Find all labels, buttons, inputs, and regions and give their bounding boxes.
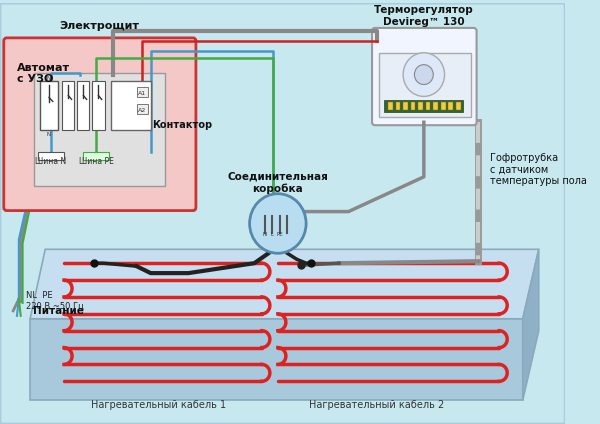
Bar — [395, 102, 400, 110]
Polygon shape — [523, 249, 539, 400]
FancyBboxPatch shape — [34, 73, 165, 186]
Text: Терморегулятор
Devireg™ 130: Терморегулятор Devireg™ 130 — [374, 6, 474, 27]
Text: L: L — [271, 232, 274, 237]
Bar — [40, 81, 58, 130]
Text: Электрощит: Электрощит — [59, 21, 139, 31]
FancyBboxPatch shape — [372, 28, 476, 125]
Bar — [62, 81, 74, 130]
Bar — [441, 102, 446, 110]
Text: N: N — [47, 75, 51, 81]
FancyBboxPatch shape — [4, 38, 196, 211]
Polygon shape — [30, 319, 523, 400]
Text: N: N — [263, 232, 267, 237]
Text: PE: PE — [277, 232, 283, 237]
Circle shape — [403, 53, 445, 96]
Bar — [388, 102, 393, 110]
Text: Автомат
с УЗО: Автомат с УЗО — [17, 63, 70, 84]
Text: A1: A1 — [138, 91, 146, 96]
Bar — [137, 104, 148, 114]
Text: Нагревательный кабель 1: Нагревательный кабель 1 — [91, 400, 226, 410]
Text: N: N — [47, 132, 51, 137]
Text: Соединительная
коробка: Соединительная коробка — [227, 171, 328, 194]
Bar — [418, 102, 423, 110]
Text: Шина PE: Шина PE — [79, 157, 113, 166]
Bar — [38, 152, 64, 160]
Polygon shape — [30, 249, 539, 319]
Text: Питание: Питание — [33, 306, 84, 316]
Text: Шина N: Шина N — [35, 157, 67, 166]
Text: NL  PE
220 В ~50 Гц: NL PE 220 В ~50 Гц — [26, 291, 84, 310]
Bar — [410, 102, 415, 110]
Bar — [426, 102, 430, 110]
Text: Контактор: Контактор — [152, 120, 213, 130]
Bar — [77, 81, 89, 130]
Bar — [83, 152, 109, 160]
Bar — [92, 81, 104, 130]
Bar — [433, 102, 438, 110]
Bar — [379, 53, 471, 117]
Bar — [137, 87, 148, 98]
Text: A2: A2 — [138, 108, 146, 113]
Circle shape — [250, 194, 306, 253]
Circle shape — [415, 65, 433, 84]
Text: Гофротрубка
с датчиком
температуры пола: Гофротрубка с датчиком температуры пола — [490, 153, 587, 187]
Text: Нагревательный кабель 2: Нагревательный кабель 2 — [309, 400, 445, 410]
Bar — [448, 102, 453, 110]
Bar — [456, 102, 461, 110]
Bar — [111, 81, 151, 130]
Bar — [384, 100, 463, 112]
Bar — [403, 102, 408, 110]
